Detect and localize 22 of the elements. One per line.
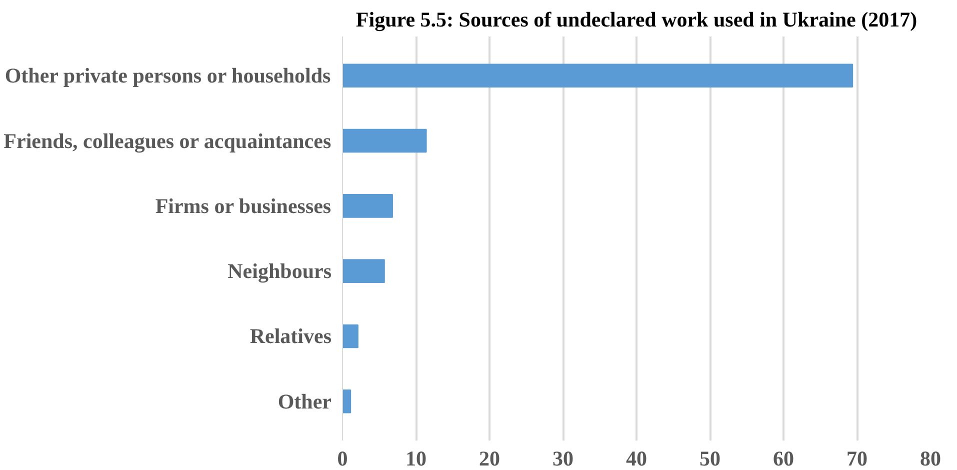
bar (342, 194, 393, 218)
bar (342, 64, 854, 88)
bar (342, 324, 358, 348)
y-tick-label: Firms or businesses (155, 194, 332, 218)
y-tick-label: Other (278, 389, 332, 414)
x-tick-label: 0 (337, 446, 348, 470)
y-tick-label: Relatives (250, 324, 332, 348)
x-tick-label: 70 (846, 446, 868, 470)
x-tick-label: 80 (920, 446, 941, 470)
x-tick-label: 40 (626, 446, 647, 470)
y-tick-label: Friends, colleagues or acquaintances (4, 128, 332, 153)
bar (342, 259, 385, 283)
x-tick-label: 20 (479, 446, 500, 470)
x-tick-label: 60 (773, 446, 794, 470)
x-tick-label: 10 (406, 446, 426, 470)
y-tick-label: Neighbours (228, 259, 332, 284)
y-tick-label: Other private persons or households (4, 64, 331, 88)
x-tick-label: 50 (700, 446, 720, 470)
chart-title: Figure 5.5: Sources of undeclared work used in Ukraine (2017) (356, 8, 918, 32)
bar (342, 128, 427, 153)
x-tick-label: 30 (552, 446, 574, 470)
bar (342, 390, 352, 414)
